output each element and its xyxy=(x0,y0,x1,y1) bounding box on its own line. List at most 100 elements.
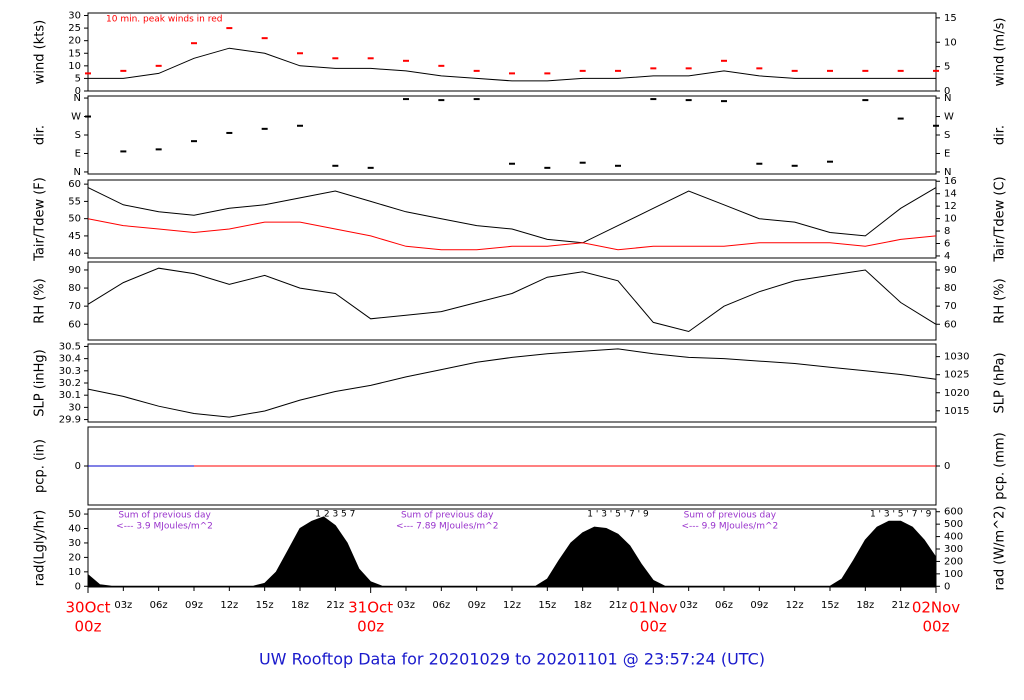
y-tick-label: 30 xyxy=(68,538,81,549)
annotation: 10 min. peak winds in red xyxy=(106,15,223,25)
data-point xyxy=(403,59,409,62)
data-point xyxy=(85,115,91,118)
y-tick-label: N xyxy=(74,167,81,178)
y-tick-label: 20 xyxy=(68,552,81,563)
data-point xyxy=(897,69,904,72)
panel-frame xyxy=(87,261,937,341)
y2-tick-label: 400 xyxy=(944,532,963,543)
data-line xyxy=(87,267,937,333)
y-tick-label: 30.5 xyxy=(59,341,81,352)
y-tick-label: 10 xyxy=(68,567,81,578)
x-tick-label: 18z xyxy=(856,600,874,611)
y-tick-label: S xyxy=(75,130,81,141)
annotation: Sum of previous day xyxy=(684,511,777,521)
y2-tick-label: 15 xyxy=(944,13,957,24)
y-tick-label: 60 xyxy=(68,179,81,190)
y-tick-label: N xyxy=(74,93,81,104)
y2-axis-label: rad (W/m^2) xyxy=(993,506,1008,591)
y2-tick-label: 0 xyxy=(944,581,950,592)
data-point xyxy=(685,99,692,102)
x-tick-label: 21z xyxy=(609,600,627,611)
chart-title: UW Rooftop Data for 20201029 to 20201101… xyxy=(259,650,765,669)
y2-axis-label: SLP (hPa) xyxy=(993,352,1008,413)
y2-tick-label: 1020 xyxy=(944,388,969,399)
y-tick-label: 30 xyxy=(68,402,81,413)
y2-tick-label: 500 xyxy=(944,519,963,530)
data-point xyxy=(862,69,869,72)
data-point xyxy=(438,99,445,102)
y2-axis-label: wind (m/s) xyxy=(993,18,1008,87)
data-point xyxy=(297,52,303,55)
hour-marks: 1 2 3 5 7 xyxy=(315,510,355,520)
x-tick-label: 06z xyxy=(150,600,168,611)
y-tick-label: 30 xyxy=(68,11,81,22)
y-tick-label: 0 xyxy=(75,461,81,472)
y2-tick-label: 10 xyxy=(944,214,957,225)
data-point xyxy=(862,99,869,102)
y2-tick-label: 8 xyxy=(944,226,950,237)
x-tick-label: 03z xyxy=(680,600,698,611)
day-label: 01Nov xyxy=(629,599,677,617)
x-tick-label: 03z xyxy=(397,600,415,611)
y-tick-label: 80 xyxy=(68,283,81,294)
y-tick-label: 40 xyxy=(68,248,81,259)
data-point xyxy=(226,131,233,134)
data-point xyxy=(120,69,127,72)
data-point xyxy=(367,166,374,169)
y-tick-label: 30.1 xyxy=(59,390,81,401)
annotation: <--- 3.9 MJoules/m^2 xyxy=(116,522,213,532)
y-axis-label: RH (%) xyxy=(33,278,48,323)
y-tick-label: 20 xyxy=(68,36,81,47)
day-label: 30Oct xyxy=(65,599,110,617)
y2-tick-label: W xyxy=(944,112,954,123)
data-point xyxy=(226,27,233,30)
y-tick-label: 10 xyxy=(68,61,81,72)
y2-tick-label: 300 xyxy=(944,544,963,555)
x-tick-label: 12z xyxy=(220,600,238,611)
y-tick-label: E xyxy=(75,148,81,159)
y2-tick-label: 1030 xyxy=(944,352,969,363)
data-point xyxy=(756,67,763,70)
y-tick-label: 50 xyxy=(68,509,81,520)
x-tick-label: 15z xyxy=(821,600,839,611)
data-point xyxy=(827,160,833,163)
data-point xyxy=(579,161,586,164)
y-tick-label: 70 xyxy=(68,301,81,312)
data-point xyxy=(933,69,939,72)
data-point xyxy=(897,117,904,120)
data-point xyxy=(615,69,621,72)
y2-tick-label: 80 xyxy=(944,283,957,294)
data-point xyxy=(261,127,268,130)
data-point xyxy=(473,98,480,101)
y2-tick-label: 200 xyxy=(944,556,963,567)
data-point xyxy=(155,148,162,151)
y-tick-label: 30.4 xyxy=(59,354,81,365)
data-point xyxy=(297,124,303,127)
data-point xyxy=(579,69,586,72)
panel-frame xyxy=(87,343,937,423)
x-tick-label: 18z xyxy=(574,600,592,611)
y2-tick-label: S xyxy=(944,130,950,141)
data-point xyxy=(650,67,657,70)
y-axis-label: pcp. (in) xyxy=(33,439,48,493)
data-point xyxy=(827,69,833,72)
data-point xyxy=(473,69,480,72)
y2-tick-label: 14 xyxy=(944,189,957,200)
data-point xyxy=(756,162,763,165)
day-hour-label: 00z xyxy=(75,618,102,636)
y2-axis-label: Tair/Tdew (C) xyxy=(993,176,1008,262)
x-tick-label: 06z xyxy=(432,600,450,611)
data-point xyxy=(85,72,91,75)
y2-tick-label: 90 xyxy=(944,265,957,276)
y-tick-label: 30.3 xyxy=(59,366,81,377)
data-point xyxy=(261,37,268,40)
data-point xyxy=(438,64,445,67)
data-line xyxy=(87,187,937,244)
x-tick-label: 03z xyxy=(114,600,132,611)
y-axis-label: dir. xyxy=(33,125,48,145)
y2-tick-label: 1015 xyxy=(944,406,969,417)
x-tick-label: 12z xyxy=(786,600,804,611)
day-hour-label: 00z xyxy=(923,618,950,636)
